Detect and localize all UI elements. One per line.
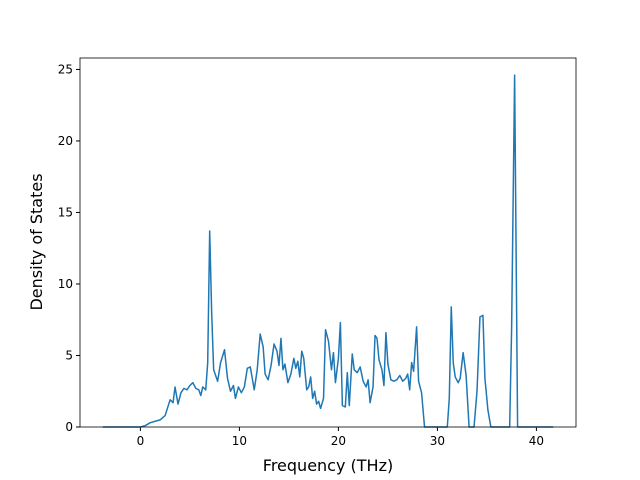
- y-tick-label: 5: [65, 348, 73, 362]
- y-tick-label: 10: [58, 277, 73, 291]
- plot-frame: [79, 57, 577, 428]
- x-tick-label: 0: [137, 434, 145, 448]
- y-axis-label: Density of States: [27, 173, 46, 310]
- x-tick-label: 30: [430, 434, 445, 448]
- y-tick-label: 15: [58, 205, 73, 219]
- y-tick-label: 25: [58, 62, 73, 76]
- x-tick-label: 40: [529, 434, 544, 448]
- x-axis-label: Frequency (THz): [263, 456, 393, 475]
- y-tick-label: 0: [65, 420, 73, 434]
- y-tick-label: 20: [58, 134, 73, 148]
- dos-line: [102, 74, 554, 428]
- x-tick-label: 10: [232, 434, 247, 448]
- x-tick-label: 20: [331, 434, 346, 448]
